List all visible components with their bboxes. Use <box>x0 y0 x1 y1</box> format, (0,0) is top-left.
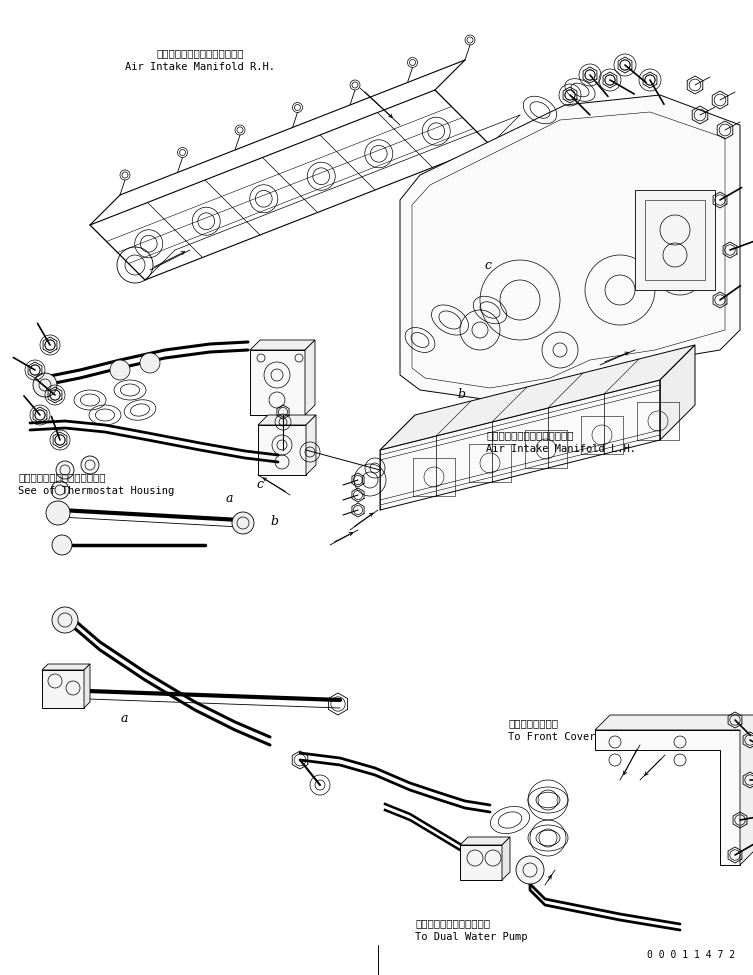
Polygon shape <box>42 664 90 670</box>
Bar <box>635 190 715 290</box>
Circle shape <box>44 681 70 707</box>
Circle shape <box>81 456 99 474</box>
Polygon shape <box>502 837 510 880</box>
Polygon shape <box>380 380 660 510</box>
Circle shape <box>52 535 72 555</box>
Text: 0 0 0 1 1 4 7 2: 0 0 0 1 1 4 7 2 <box>647 950 735 960</box>
Text: デュアルウォータポンプヘ: デュアルウォータポンプヘ <box>415 918 490 928</box>
Polygon shape <box>84 664 90 708</box>
Polygon shape <box>660 345 695 440</box>
Polygon shape <box>380 345 695 450</box>
Text: b: b <box>458 388 465 402</box>
Text: エアーインテークマニホール左: エアーインテークマニホール左 <box>486 430 574 440</box>
Bar <box>460 845 502 880</box>
Text: To Front Cover: To Front Cover <box>508 732 596 742</box>
Text: c: c <box>256 478 264 491</box>
Bar <box>250 350 305 415</box>
Bar <box>258 425 306 475</box>
Bar <box>42 670 84 708</box>
Circle shape <box>46 501 70 525</box>
Polygon shape <box>305 340 315 415</box>
Circle shape <box>140 353 160 373</box>
Bar <box>645 200 705 280</box>
Polygon shape <box>258 415 316 425</box>
Text: See of Thermostat Housing: See of Thermostat Housing <box>18 486 174 496</box>
Text: c: c <box>484 258 492 272</box>
Polygon shape <box>595 715 753 865</box>
Circle shape <box>52 607 78 633</box>
Circle shape <box>33 373 57 397</box>
Circle shape <box>232 512 254 534</box>
Text: エアーインテークマニホール右: エアーインテークマニホール右 <box>157 48 244 58</box>
Polygon shape <box>306 415 316 475</box>
Circle shape <box>56 461 74 479</box>
Text: a: a <box>120 712 128 725</box>
Polygon shape <box>400 95 740 400</box>
Text: a: a <box>226 491 233 505</box>
Text: フロントカバーヘ: フロントカバーヘ <box>508 718 558 728</box>
Text: Air Intake Manifold R.H.: Air Intake Manifold R.H. <box>125 62 275 72</box>
Circle shape <box>516 856 544 884</box>
Text: Air Intake Manifold L.H.: Air Intake Manifold L.H. <box>486 444 636 454</box>
Text: b: b <box>271 515 279 528</box>
Circle shape <box>51 481 69 499</box>
Polygon shape <box>460 837 510 845</box>
Polygon shape <box>595 730 740 865</box>
Polygon shape <box>250 340 315 350</box>
Text: サーモスタットハウジング参照: サーモスタットハウジング参照 <box>18 472 105 482</box>
Text: To Dual Water Pump: To Dual Water Pump <box>415 932 528 942</box>
Circle shape <box>110 360 130 380</box>
